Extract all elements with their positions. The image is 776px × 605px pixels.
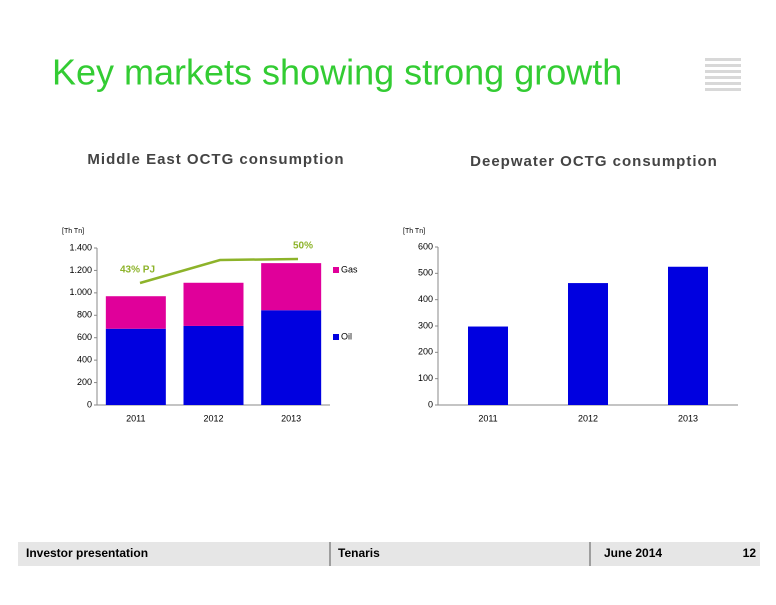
bar (468, 326, 508, 405)
trend-line (139, 257, 299, 285)
annotation: 50% (293, 241, 313, 252)
bar (568, 283, 608, 405)
footer-text: Tenaris (338, 546, 380, 560)
y-axis-label: [Th Tn] (403, 228, 425, 235)
x-tick-label: 2013 (281, 413, 301, 423)
y-tick-label: 800 (77, 310, 92, 320)
x-tick-label: 2013 (678, 413, 698, 423)
bar-segment (261, 263, 322, 311)
bar-segment (105, 328, 166, 405)
slide-title: Key markets showing strong growth (52, 52, 622, 93)
legend-swatch (333, 267, 339, 273)
y-tick-label: 400 (418, 294, 433, 304)
y-tick-label: 1.000 (69, 287, 92, 297)
footer: Investor presentation Tenaris June 2014 … (18, 542, 760, 566)
bar-segment (183, 325, 244, 405)
y-tick-label: 200 (77, 377, 92, 387)
bar-segment (261, 310, 322, 405)
bar-segment (105, 296, 166, 329)
chart-title: Deepwater OCTG consumption (470, 153, 718, 170)
chart-title: Middle East OCTG consumption (87, 151, 344, 168)
footer-text: June 2014 (604, 546, 662, 560)
y-tick-label: 1.400 (69, 242, 92, 252)
annotation: 43% PJ (120, 265, 155, 276)
footer-text: Investor presentation (26, 546, 148, 560)
bar (668, 266, 708, 405)
y-tick-label: 0 (428, 399, 433, 409)
y-tick-label: 100 (418, 373, 433, 383)
y-tick-label: 200 (418, 347, 433, 357)
logo (705, 58, 741, 91)
y-tick-label: 400 (77, 355, 92, 365)
y-tick-label: 600 (418, 241, 433, 251)
bar-segment (183, 282, 244, 326)
y-tick-label: 500 (418, 268, 433, 278)
x-tick-label: 2012 (578, 413, 598, 423)
y-axis-label: [Th Tn] (62, 228, 84, 235)
legend-label: Gas (341, 264, 358, 274)
x-tick-label: 2011 (478, 413, 497, 423)
y-tick-label: 1.200 (69, 265, 92, 275)
legend-label: Oil (341, 331, 352, 341)
legend-swatch (333, 334, 339, 340)
y-tick-label: 0 (87, 399, 92, 409)
x-tick-label: 2011 (126, 413, 145, 423)
y-tick-label: 300 (418, 320, 433, 330)
x-tick-label: 2012 (203, 413, 223, 423)
y-tick-label: 600 (77, 332, 92, 342)
page-number: 12 (743, 546, 757, 560)
